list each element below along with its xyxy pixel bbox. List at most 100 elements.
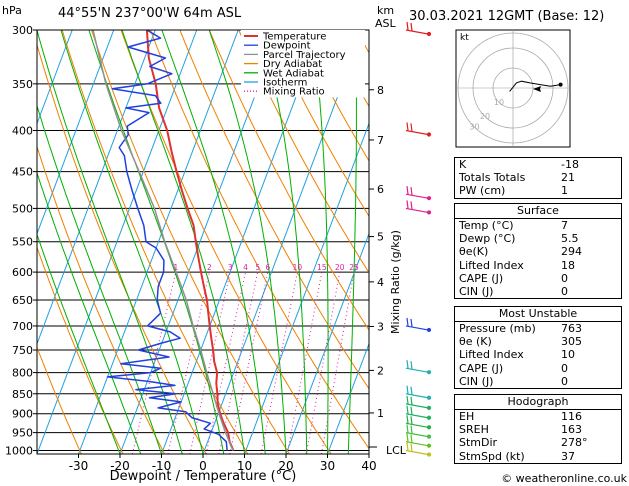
wind-barb-dot bbox=[426, 370, 432, 375]
km-tick-label: 8 bbox=[377, 84, 384, 97]
isotherm-line bbox=[285, 232, 369, 454]
isotherm-line bbox=[37, 30, 115, 236]
wet-adiabat-line bbox=[37, 232, 121, 454]
wind-barb-flag bbox=[406, 405, 409, 414]
dry-adiabat-line bbox=[91, 30, 290, 454]
pressure-tick-label: 400 bbox=[12, 124, 33, 137]
row-label: CIN (J) bbox=[459, 284, 494, 298]
location-label: 44°55'N 237°00'W 64m ASL bbox=[58, 6, 242, 21]
wind-barb-flag bbox=[410, 201, 413, 210]
row-value: -18 bbox=[561, 158, 579, 171]
wind-barb-staff bbox=[405, 325, 429, 331]
row-value: 0 bbox=[561, 271, 568, 285]
isotherm-line bbox=[78, 30, 239, 454]
wind-barb-dot bbox=[426, 434, 432, 439]
pressure-tick-label: 900 bbox=[12, 408, 33, 421]
row-value: 7 bbox=[561, 219, 568, 232]
wind-barb-dot bbox=[426, 425, 432, 430]
wind-barb-flag bbox=[406, 360, 409, 369]
wind-barb-staff bbox=[405, 422, 429, 428]
dry-adiabat-line bbox=[37, 346, 82, 454]
wind-barb-staff bbox=[405, 403, 429, 409]
wind-barb bbox=[405, 442, 432, 457]
isotherm-line bbox=[119, 30, 281, 454]
row-label: SREH bbox=[459, 423, 489, 437]
row-label: Pressure (mb) bbox=[459, 322, 536, 335]
mixing-ratio-label: 1 bbox=[173, 263, 178, 272]
isotherm-line bbox=[327, 342, 369, 454]
wind-barb-dot bbox=[426, 415, 432, 420]
wind-barb-dot bbox=[426, 405, 432, 410]
mixing-ratio-label: 20 bbox=[335, 263, 345, 272]
pressure-tick-label: 300 bbox=[12, 24, 33, 37]
legend-label: Wet Adiabat bbox=[263, 68, 324, 79]
mixing-ratio-line bbox=[320, 272, 355, 454]
wet-adiabat-line bbox=[37, 104, 162, 454]
wind-barb-flag bbox=[406, 21, 409, 31]
mixing-ratio-label: 15 bbox=[317, 263, 327, 272]
pressure-tick-label: 450 bbox=[12, 166, 33, 179]
table-row: Temp (°C) 7 bbox=[455, 219, 621, 232]
table-title: Surface bbox=[455, 204, 621, 219]
dry-adiabat-line bbox=[61, 30, 249, 454]
km-tick-label: 5 bbox=[377, 231, 384, 244]
temperature-tick-label: 40 bbox=[361, 459, 376, 473]
temperature-tick-label: -20 bbox=[110, 459, 130, 473]
isotherm-line bbox=[37, 30, 198, 454]
wind-barb-staff bbox=[405, 432, 429, 438]
mixing-ratio-label: 3 bbox=[228, 263, 233, 272]
legend-label: Parcel Trajectory bbox=[263, 50, 346, 61]
legend-label: Temperature bbox=[262, 32, 326, 43]
wind-barb-flag bbox=[410, 22, 413, 32]
wind-barb bbox=[405, 415, 432, 430]
wind-barb-dot bbox=[426, 31, 432, 37]
wind-barb-dot bbox=[426, 196, 432, 201]
mixing-ratio-line bbox=[286, 272, 323, 454]
wind-barb-flag bbox=[410, 425, 413, 434]
wind-barb bbox=[405, 405, 432, 420]
hpa-label: hPa bbox=[2, 4, 22, 17]
pressure-tick-label: 350 bbox=[12, 78, 33, 91]
row-label: CAPE (J) bbox=[459, 271, 504, 285]
table-row: θe(K) 294 bbox=[455, 245, 621, 258]
pressure-tick-label: 500 bbox=[12, 202, 33, 215]
km-tick-label: 1 bbox=[377, 407, 384, 420]
row-value: 5.5 bbox=[561, 232, 579, 246]
table-row: CIN (J) 0 bbox=[455, 285, 621, 298]
km-label: km bbox=[377, 4, 394, 17]
wind-barb-flag bbox=[410, 406, 413, 415]
row-value: 0 bbox=[561, 374, 568, 388]
wind-barb-flag bbox=[410, 396, 413, 405]
hodograph-trace bbox=[509, 80, 561, 92]
wind-barb-flag bbox=[406, 200, 409, 209]
hodograph-ring-label: 30 bbox=[469, 123, 479, 132]
table-row: Dewp (°C) 5.5 bbox=[455, 232, 621, 245]
wind-barb-flag bbox=[406, 424, 409, 433]
wind-barb bbox=[405, 385, 432, 400]
temperature-line bbox=[145, 30, 235, 451]
row-value: 116 bbox=[561, 410, 582, 423]
row-label: Dewp (°C) bbox=[459, 232, 516, 246]
wind-barb-dot bbox=[426, 132, 432, 137]
wind-barb bbox=[405, 424, 432, 439]
wind-barb-dot bbox=[426, 443, 432, 448]
row-label: CAPE (J) bbox=[459, 361, 504, 375]
dry-adiabat-line bbox=[267, 30, 369, 218]
temperature-tick-label: 10 bbox=[237, 459, 252, 473]
wind-barb bbox=[405, 360, 432, 375]
wind-barb-staff bbox=[405, 29, 429, 35]
row-value: 21 bbox=[561, 171, 575, 185]
mixing-ratio-label: 6 bbox=[265, 263, 270, 272]
wind-barb-staff bbox=[405, 413, 429, 419]
km-tick-label: 2 bbox=[377, 364, 384, 377]
temperature-tick-label: -10 bbox=[152, 459, 172, 473]
wind-barb-flag bbox=[410, 416, 413, 425]
wind-barb-flag bbox=[410, 187, 413, 196]
legend-label: Isotherm bbox=[263, 78, 307, 89]
dry-adiabat-line bbox=[179, 30, 369, 390]
isotherm-line bbox=[244, 122, 369, 454]
wet-adiabat-line bbox=[261, 30, 308, 454]
datetime-label: 30.03.2021 12GMT (Base: 12) bbox=[409, 9, 604, 24]
chart-grid bbox=[37, 30, 369, 454]
